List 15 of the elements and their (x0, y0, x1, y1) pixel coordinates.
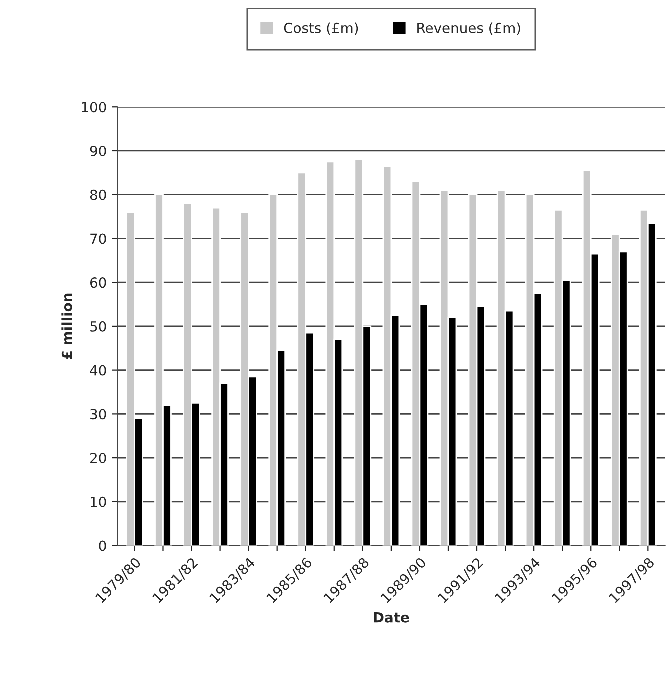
y-tick-label: 70 (90, 234, 106, 244)
y-tick-label: 40 (90, 365, 106, 376)
y-tick-label: 60 (90, 278, 106, 288)
y-tick-label: 10 (91, 496, 106, 508)
legend-label: Costs (£m) (284, 22, 358, 36)
y-tick-label: 80 (90, 190, 106, 200)
y-tick-label: 50 (90, 321, 106, 332)
y-tick-label: 100 (82, 102, 106, 113)
y-tick-label: 0 (99, 540, 106, 552)
y-tick-label: 30 (90, 409, 106, 420)
x-axis-title: Date (374, 612, 410, 623)
legend-label: Revenues (£m) (418, 22, 520, 36)
y-tick-label: 90 (90, 146, 106, 156)
y-tick-label: 20 (90, 453, 106, 464)
y-axis-title: £ million (62, 294, 72, 360)
